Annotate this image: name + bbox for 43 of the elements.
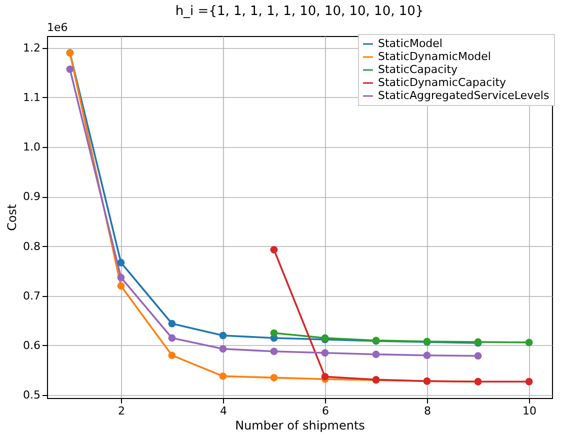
point <box>168 352 176 360</box>
x-tick-label: 10 <box>522 404 537 418</box>
point <box>219 332 227 340</box>
legend-label: StaticDynamicCapacity <box>378 76 507 89</box>
x-tick-label: 2 <box>118 404 125 418</box>
point <box>219 372 227 380</box>
y-tick-label: 0.6 <box>23 338 40 352</box>
point <box>117 274 125 282</box>
point <box>474 352 482 360</box>
legend-label: StaticDynamicModel <box>378 50 491 63</box>
point <box>372 350 380 358</box>
point <box>525 378 533 386</box>
y-tick-label: 0.9 <box>23 190 40 204</box>
legend-label: StaticCapacity <box>378 63 458 76</box>
x-axis-title: Number of shipments <box>235 418 365 432</box>
y-tick-label: 0.7 <box>23 289 40 302</box>
legend-label: StaticAggregatedServiceLevels <box>378 89 550 102</box>
chart-title: h_i ={1, 1, 1, 1, 1, 10, 10, 10, 10, 10} <box>175 4 424 19</box>
y-tick-label: 0.5 <box>23 388 40 402</box>
x-tick-label: 4 <box>220 404 227 418</box>
y-tick-label: 1.1 <box>23 90 40 104</box>
legend-label: StaticModel <box>378 37 442 50</box>
point <box>270 348 278 356</box>
x-tick-label: 8 <box>424 404 432 418</box>
x-tick-label: 6 <box>322 404 330 418</box>
text: 1e6 <box>47 21 68 34</box>
point <box>270 374 278 382</box>
point <box>321 372 329 380</box>
y-tick-label: 1.0 <box>23 140 40 154</box>
point <box>270 329 278 337</box>
point <box>117 282 125 290</box>
point <box>66 66 74 73</box>
point <box>525 338 533 346</box>
point <box>168 320 176 328</box>
point <box>117 258 125 266</box>
point <box>321 349 329 357</box>
y-tick-label: 0.8 <box>23 240 40 253</box>
y-tick-label: 1.2 <box>23 41 40 54</box>
point <box>219 345 227 353</box>
point <box>270 246 278 254</box>
y-axis-title: Cost <box>5 204 20 231</box>
point <box>423 352 431 360</box>
point <box>168 334 176 342</box>
